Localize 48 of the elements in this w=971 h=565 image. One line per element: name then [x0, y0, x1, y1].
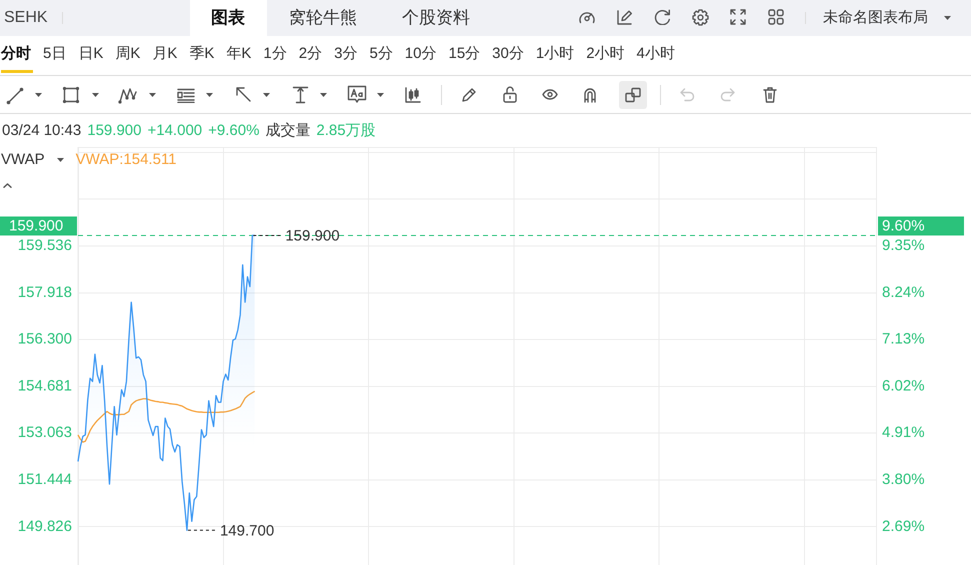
- text: 5日: [43, 45, 66, 62]
- text: 1小时: [536, 45, 574, 62]
- text: 03/24 10:43: [2, 122, 82, 139]
- annotation: 159.900: [285, 228, 340, 245]
- y2-tick-label: 8.24%: [882, 284, 925, 301]
- text: 15分: [448, 45, 480, 62]
- text: 成交量: [265, 122, 310, 139]
- text: 图表: [211, 8, 245, 27]
- y-tick-label: 154.681: [18, 377, 72, 394]
- text: 2.85万股: [316, 122, 376, 139]
- text: 3分: [334, 45, 358, 62]
- y2-tick-label: 3.80%: [882, 471, 925, 488]
- text: +9.60%: [208, 122, 260, 139]
- text: 159.900: [87, 122, 142, 139]
- text: SEHK: [4, 9, 48, 27]
- legend-title: VWAP: [1, 151, 45, 168]
- y2-tick-label: 7.13%: [882, 330, 925, 348]
- y-tick-label: 159.536: [18, 237, 72, 254]
- ref-line-label: 159.900: [9, 218, 64, 235]
- text: 9.60%: [882, 218, 925, 235]
- text: 季K: [189, 45, 214, 62]
- annotation: 149.700: [220, 522, 274, 540]
- y2-tick-label: 2.69%: [882, 518, 925, 535]
- text: 月K: [152, 45, 178, 62]
- y-tick-label: 153.063: [18, 424, 72, 442]
- text: 年K: [226, 45, 252, 62]
- text: +14.000: [147, 122, 202, 139]
- y2-tick-label: 4.91%: [882, 424, 925, 442]
- text: 窝轮牛熊: [289, 8, 357, 27]
- y-tick-label: 157.918: [18, 284, 72, 301]
- text: 5分: [369, 45, 393, 62]
- text: 2分: [298, 45, 322, 62]
- text: 2小时: [586, 45, 625, 62]
- y-tick-label: 149.826: [18, 518, 72, 535]
- text: 日K: [78, 45, 104, 62]
- text: 分时: [1, 45, 31, 62]
- text: 10分: [404, 45, 436, 62]
- text: VWAP:154.511: [76, 151, 177, 168]
- text: 周K: [115, 45, 140, 62]
- text: 未命名图表布局: [823, 9, 928, 26]
- y-tick-label: 156.300: [18, 330, 72, 348]
- y2-tick-label: 6.02%: [882, 377, 925, 394]
- text: 个股资料: [402, 8, 470, 27]
- text: 30分: [492, 45, 524, 62]
- y-tick-label: 151.444: [18, 471, 72, 488]
- y2-tick-label: 9.35%: [882, 236, 925, 254]
- text: 4小时: [636, 45, 675, 62]
- text: 1分: [263, 45, 287, 62]
